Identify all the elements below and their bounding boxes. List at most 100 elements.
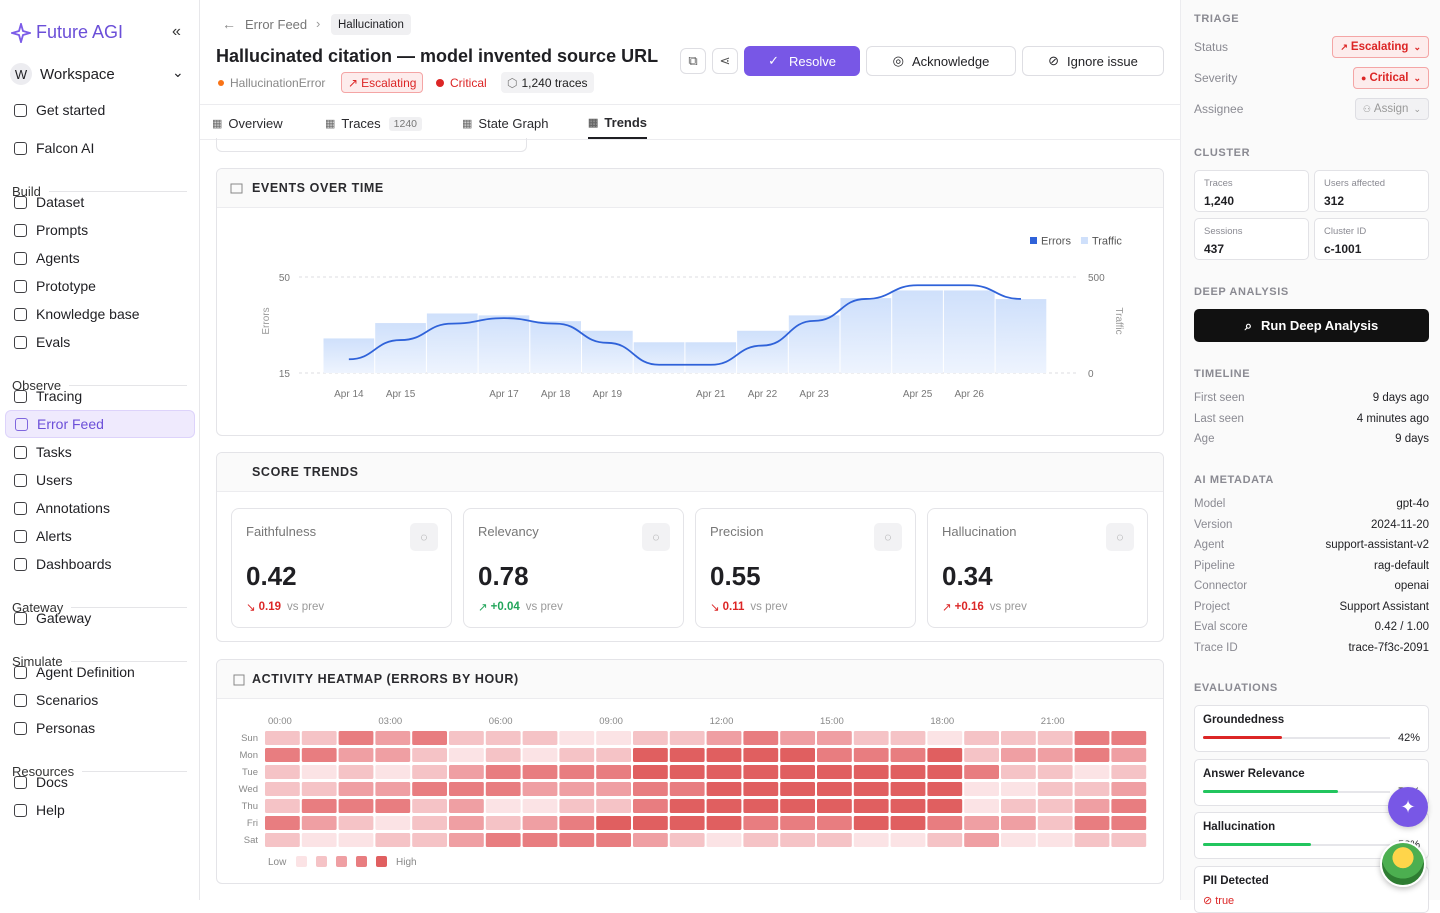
- brand: Future AGI: [36, 22, 124, 42]
- heatmap-cell: [927, 782, 963, 796]
- triage-select[interactable]: ↗ Escalating ⌄: [1332, 36, 1429, 58]
- nav-item[interactable]: Personas: [5, 714, 195, 742]
- nav-item[interactable]: Prompts: [5, 216, 195, 244]
- nav-item[interactable]: Dataset: [5, 188, 195, 216]
- heatmap-cell: [449, 748, 484, 762]
- status-text: Escalating: [361, 75, 417, 90]
- heatmap-cell: [780, 731, 815, 745]
- sidebar: Future AGI « W Workspace ⌄ Get started Fa…: [0, 0, 200, 900]
- heatmap-cell: [706, 816, 742, 830]
- nav-item[interactable]: Alerts: [5, 522, 195, 550]
- triage-select[interactable]: ⚇ Assign ⌄: [1354, 98, 1429, 120]
- nav-item[interactable]: Knowledge base: [5, 300, 195, 328]
- traffic-bar: [840, 298, 892, 373]
- nav-item[interactable]: Docs: [5, 768, 195, 796]
- heatmap-cell: [449, 782, 484, 796]
- nav-item[interactable]: Annotations: [5, 494, 195, 522]
- tab-icon: ▦: [325, 118, 336, 130]
- nav-item[interactable]: Gateway: [5, 604, 195, 632]
- heatmap-cell: [633, 816, 668, 830]
- nav-item[interactable]: Falcon AI: [5, 134, 195, 162]
- heatmap-cell: [1111, 833, 1147, 847]
- heatmap-cell: [1111, 799, 1147, 813]
- nav-item[interactable]: Scenarios: [5, 686, 195, 714]
- breadcrumb-link[interactable]: Error Feed: [245, 17, 308, 32]
- heatmap-cell: [669, 748, 705, 762]
- heatmap-cell: [301, 748, 337, 762]
- nav-label: Agents: [36, 250, 80, 266]
- tab[interactable]: ▦ Traces 1240: [325, 108, 423, 139]
- tab-icon: ▦: [462, 118, 473, 130]
- error-type: HallucinationError: [212, 72, 331, 93]
- nav-icon: [14, 103, 27, 117]
- tab[interactable]: ▦ Trends: [588, 108, 648, 139]
- hour-label: 09:00: [599, 716, 623, 727]
- nav-item[interactable]: Agents: [5, 244, 195, 272]
- nav-item[interactable]: Dashboards: [5, 550, 195, 578]
- heatmap-cell: [780, 765, 815, 779]
- main: ← Error Feed › Hallucination Hallucinate…: [200, 0, 1180, 900]
- heatmap-cell: [669, 765, 705, 779]
- heatmap-cell: [706, 748, 742, 762]
- nav-item[interactable]: Tasks: [5, 438, 195, 466]
- nav-label: Get started: [36, 102, 106, 118]
- ignore-button[interactable]: ⊘ Ignore issue: [1022, 46, 1164, 76]
- heatmap-cell: [485, 731, 521, 745]
- select-value: Critical: [1369, 72, 1409, 84]
- row-value: rag-default: [1374, 559, 1429, 572]
- heatmap-cell: [1001, 748, 1036, 762]
- nav-item[interactable]: Agent Definition: [5, 658, 195, 686]
- cluster-stat: Traces 1,240: [1194, 170, 1309, 212]
- hour-label: 06:00: [489, 716, 513, 727]
- heatmap-cell: [559, 799, 595, 813]
- share-button[interactable]: ⋖: [712, 48, 738, 74]
- day-label: Mon: [240, 750, 258, 761]
- legend-low: Low: [268, 857, 287, 868]
- score-delta-row: ↘ 0.11 vs prev: [710, 600, 787, 614]
- nav-item[interactable]: Users: [5, 466, 195, 494]
- deep-analysis-button[interactable]: ⌕ Run Deep Analysis: [1194, 309, 1429, 342]
- acknowledge-button[interactable]: ◎ Acknowledge: [866, 46, 1016, 76]
- legend-swatch: [316, 856, 327, 867]
- score-compare: vs prev: [989, 601, 1027, 613]
- tab[interactable]: ▦ State Graph: [462, 108, 549, 139]
- heatmap-cell: [706, 731, 742, 745]
- copy-button[interactable]: ⧉: [680, 48, 706, 74]
- heatmap-cell: [927, 731, 963, 745]
- x-tick-label: Apr 15: [386, 389, 416, 400]
- nav-item[interactable]: Help: [5, 796, 195, 824]
- card-header: EVENTS OVER TIME: [217, 169, 1163, 208]
- nav-item[interactable]: Prototype: [5, 272, 195, 300]
- evaluation-name: Answer Relevance: [1203, 767, 1305, 780]
- ai_metadata-row: Agent support-assistant-v2: [1194, 537, 1429, 553]
- score-icon: ◌: [1106, 523, 1134, 551]
- nav-label: Falcon AI: [36, 140, 95, 156]
- heatmap-cell: [817, 816, 852, 830]
- nav-item[interactable]: Evals: [5, 328, 195, 356]
- heatmap-cell: [265, 731, 300, 745]
- tab[interactable]: ▦ Overview: [212, 108, 283, 139]
- day-label: Tue: [242, 767, 258, 778]
- user-avatar[interactable]: [1380, 841, 1426, 887]
- triage-select[interactable]: ● Critical ⌄: [1353, 67, 1429, 89]
- back-arrow[interactable]: ←: [222, 16, 236, 32]
- tab-label: Overview: [228, 116, 283, 131]
- nav-item[interactable]: Get started: [5, 96, 195, 124]
- legend-swatch: [376, 856, 387, 867]
- heatmap-cell: [853, 782, 889, 796]
- heatmap-cell: [559, 765, 595, 779]
- assistant-button[interactable]: ✦: [1388, 787, 1428, 827]
- score-delta-row: ↗ +0.16 vs prev: [942, 600, 1027, 614]
- breadcrumb-separator: ›: [316, 16, 321, 31]
- resolve-button[interactable]: ✓ Resolve: [744, 46, 860, 76]
- heatmap-cell: [780, 782, 815, 796]
- nav-item[interactable]: Tracing: [5, 382, 195, 410]
- nav-item[interactable]: Error Feed: [5, 410, 195, 438]
- traffic-bar: [788, 315, 840, 373]
- legend-swatch: [336, 856, 347, 867]
- heatmap-cell: [301, 782, 337, 796]
- collapse-button[interactable]: «: [172, 23, 181, 40]
- nav-icon: [15, 417, 28, 431]
- nav-group-title: Observe: [12, 371, 187, 399]
- workspace[interactable]: Workspace: [40, 66, 115, 83]
